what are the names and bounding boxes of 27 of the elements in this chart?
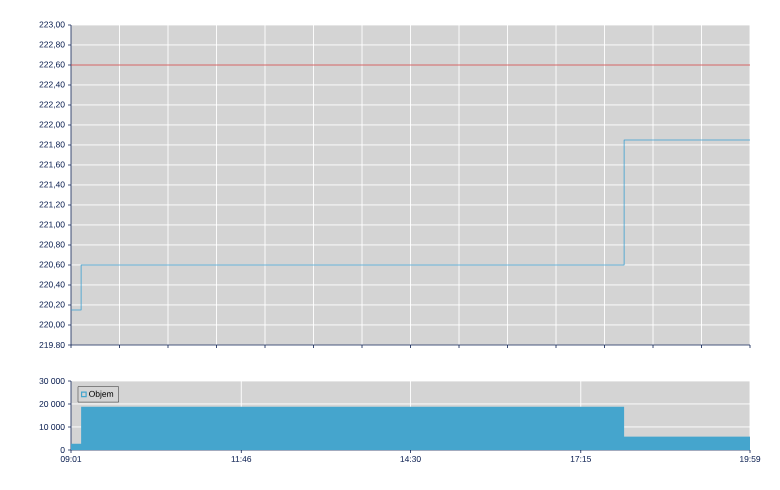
x-tick-label: 14:30 <box>400 456 421 462</box>
y-tick-label: 222,00 <box>40 121 65 128</box>
y-tick-label: 220,40 <box>40 281 65 288</box>
y-tick-label: 223,00 <box>40 21 65 28</box>
y-tick-label: 220,20 <box>40 301 65 308</box>
y-tick-label: 222,20 <box>40 101 65 108</box>
y-tick-label: 220,60 <box>40 261 65 268</box>
y-tick-label: 220,80 <box>40 241 65 248</box>
x-tick-label: 19:59 <box>740 456 760 462</box>
y-tick-label: 221,00 <box>40 221 65 228</box>
y-tick-label: 221,60 <box>40 161 65 168</box>
y-tick-label: 219.80 <box>40 342 65 348</box>
y-tick-label: 221,40 <box>40 181 65 188</box>
y-tick-label: 221,20 <box>40 201 65 208</box>
legend-label: Objem <box>89 390 114 399</box>
y-tick-label: 30 000 <box>39 378 65 384</box>
y-tick-label: 222,80 <box>40 41 65 48</box>
y-tick-label: 222,40 <box>40 81 65 88</box>
x-tick-label: 11:46 <box>232 456 252 462</box>
y-tick-label: 220,00 <box>40 321 65 328</box>
y-tick-label: 222,60 <box>40 61 65 68</box>
x-tick-label: 17:15 <box>570 456 592 462</box>
x-tick-label: 09:01 <box>60 456 82 462</box>
y-tick-label: 0 <box>60 446 65 453</box>
y-tick-label: 10 000 <box>40 424 65 430</box>
y-tick-label: 20 000 <box>40 400 65 407</box>
y-tick-label: 221,80 <box>40 141 65 148</box>
